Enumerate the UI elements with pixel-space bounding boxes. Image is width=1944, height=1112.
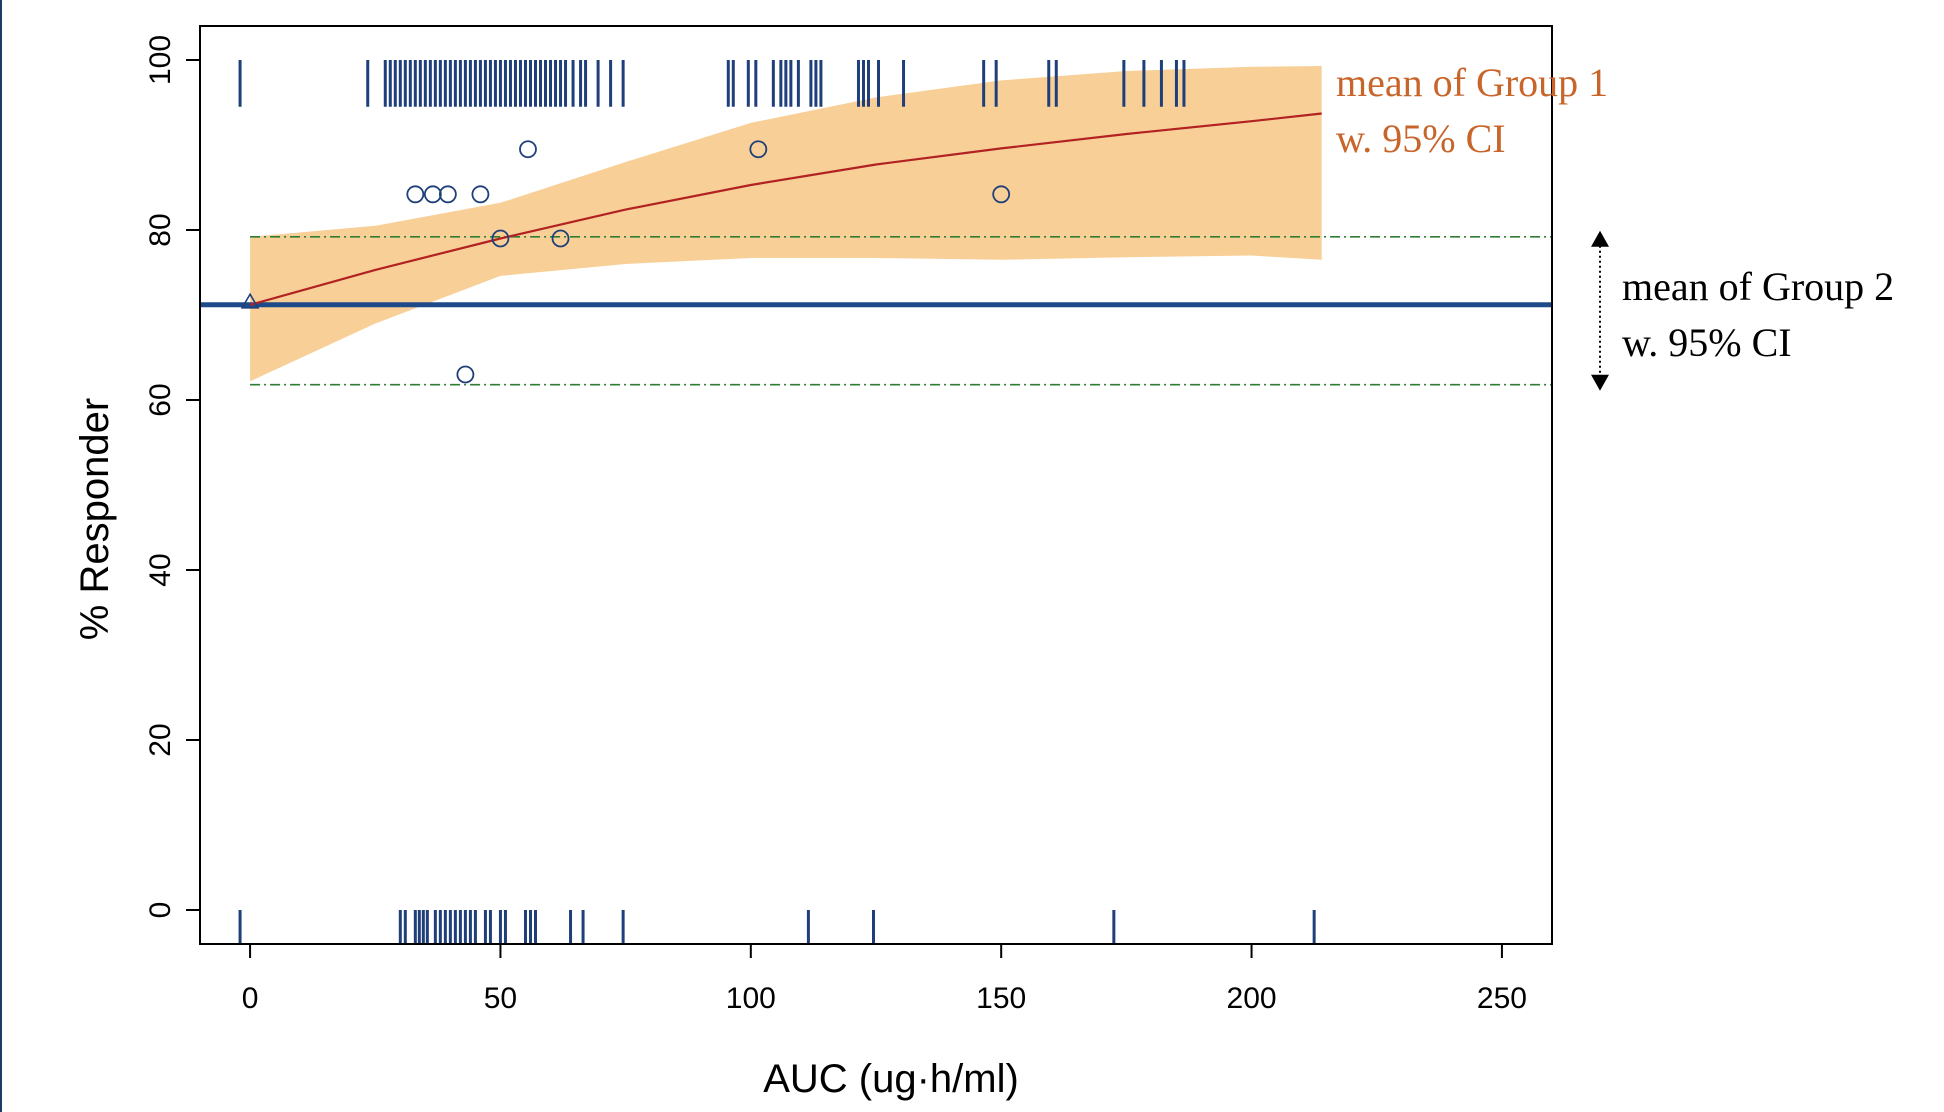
group2-label-line2: w. 95% CI [1622, 320, 1792, 365]
group2-label-line1: mean of Group 2 [1622, 264, 1894, 309]
data-point [551, 229, 570, 248]
ci-band-group1 [250, 66, 1322, 382]
data-point [423, 185, 442, 204]
x-tick-label: 200 [1227, 982, 1277, 1015]
arrow-head-up [1591, 230, 1609, 247]
y-tick-label: 40 [144, 553, 177, 586]
data-points [240, 140, 1011, 384]
axes: 0 50 100 150 200 250 0 20 40 60 80 100 [144, 35, 1527, 1015]
x-tick-label: 50 [484, 982, 517, 1015]
data-point [992, 185, 1011, 204]
x-tick-label: 150 [976, 982, 1026, 1015]
group1-label-line1: mean of Group 1 [1336, 60, 1608, 105]
y-tick-label: 60 [144, 383, 177, 416]
group1-mean-curve [249, 112, 1322, 306]
data-point [406, 185, 425, 204]
group2-reference-lines [200, 236, 1552, 386]
x-tick-label: 0 [242, 982, 259, 1015]
rug-marks [238, 60, 1316, 944]
y-tick-label: 20 [144, 723, 177, 756]
y-tick-label: 80 [144, 213, 177, 246]
page-left-border [0, 0, 2, 1112]
y-tick-label: 100 [144, 35, 177, 85]
data-point [749, 140, 768, 159]
arrow-head-down [1591, 374, 1609, 391]
group2-ci-arrow [1591, 230, 1609, 391]
x-axis-label: AUC (ug·h/ml) [763, 1057, 1019, 1101]
x-tick-label: 250 [1477, 982, 1527, 1015]
data-point-triangle [240, 292, 260, 309]
ci-band-area [250, 66, 1322, 382]
data-point [438, 185, 457, 204]
y-tick-label: 0 [144, 902, 177, 919]
data-point [456, 365, 475, 384]
data-point [491, 229, 510, 248]
y-axis-label: % Responder [73, 398, 117, 640]
x-tick-label: 100 [726, 982, 776, 1015]
data-point [471, 185, 490, 204]
group1-fit-line [249, 112, 1322, 306]
group1-label-line2: w. 95% CI [1336, 116, 1506, 161]
data-point [519, 140, 537, 159]
